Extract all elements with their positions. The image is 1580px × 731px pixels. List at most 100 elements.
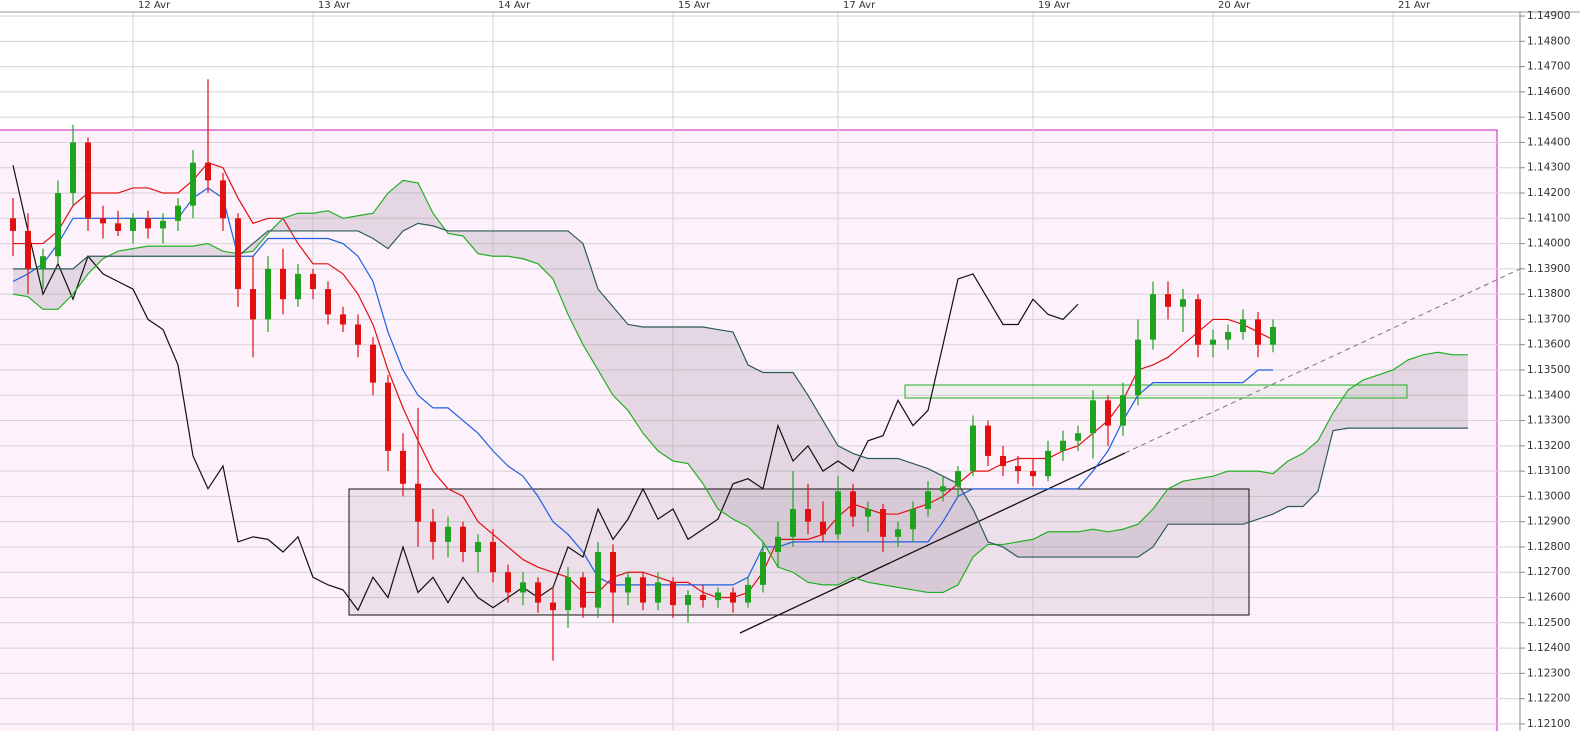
- candle-body: [550, 602, 556, 611]
- candle-body: [430, 521, 436, 542]
- candle-body: [925, 491, 931, 510]
- candle-body: [880, 509, 886, 537]
- candle-body: [775, 536, 781, 553]
- candle-body: [1105, 400, 1111, 426]
- candle-body: [610, 552, 616, 593]
- candle-body: [895, 529, 901, 537]
- candle-body: [160, 220, 166, 229]
- x-tick-label: 17 Avr: [843, 0, 876, 11]
- range-box: [348, 488, 1250, 616]
- candle-body: [490, 541, 496, 573]
- candle-body: [235, 218, 241, 290]
- y-tick-label: 1.14500: [1527, 111, 1570, 123]
- candle-body: [205, 162, 211, 181]
- candle-body: [685, 594, 691, 606]
- candle-body: [955, 471, 961, 487]
- candle-body: [520, 582, 526, 593]
- indicator-line: [13, 222, 1468, 558]
- x-tick-label: 13 Avr: [318, 0, 351, 11]
- candle-body: [10, 218, 16, 231]
- y-tick-label: 1.13600: [1527, 339, 1570, 351]
- candle-body: [100, 218, 106, 224]
- candle-body: [1255, 319, 1261, 345]
- trend-line: [739, 452, 1126, 634]
- candle-body: [280, 268, 286, 300]
- candle-body: [355, 324, 361, 345]
- candle-body: [85, 142, 91, 219]
- x-tick-label: 12 Avr: [138, 0, 171, 11]
- y-tick-label: 1.13500: [1527, 364, 1570, 376]
- candle-body: [580, 577, 586, 608]
- candle-body: [970, 425, 976, 472]
- candle-body: [805, 509, 811, 522]
- y-tick-label: 1.14900: [1527, 10, 1570, 22]
- candle-body: [115, 223, 121, 231]
- candle-body: [505, 572, 511, 593]
- candle-body: [70, 142, 76, 194]
- indicator-line: [12, 179, 1468, 594]
- candle-body: [1120, 395, 1126, 426]
- candle-body: [130, 218, 136, 231]
- y-tick-label: 1.12400: [1527, 642, 1570, 654]
- candle-layer: [10, 79, 1276, 661]
- candle-body: [1075, 433, 1081, 441]
- y-tick-label: 1.12700: [1527, 566, 1570, 578]
- y-tick-label: 1.12100: [1527, 718, 1570, 730]
- candle-body: [1135, 339, 1141, 396]
- y-tick-label: 1.12800: [1527, 541, 1570, 553]
- resistance-box: [904, 384, 1408, 399]
- y-tick-label: 1.13000: [1527, 490, 1570, 502]
- candle-body: [385, 382, 391, 451]
- candle-body: [1000, 455, 1006, 467]
- candle-body: [1195, 299, 1201, 345]
- y-tick-label: 1.13200: [1527, 440, 1570, 452]
- candle-body: [40, 256, 46, 269]
- y-tick-label: 1.14600: [1527, 86, 1570, 98]
- candle-body: [475, 541, 481, 553]
- candle-body: [1225, 332, 1231, 340]
- candle-body: [1045, 450, 1051, 477]
- candle-body: [1180, 299, 1186, 307]
- candle-body: [565, 577, 571, 611]
- x-tick-label: 19 Avr: [1038, 0, 1071, 11]
- candle-body: [1240, 319, 1246, 333]
- candle-body: [1150, 294, 1156, 340]
- y-tick-label: 1.14000: [1527, 238, 1570, 250]
- candle-body: [370, 344, 376, 383]
- candle-body: [190, 162, 196, 206]
- trend-projection: [1124, 267, 1523, 454]
- candle-body: [640, 577, 646, 603]
- candle-body: [265, 268, 271, 320]
- candle-body: [55, 193, 61, 257]
- candle-body: [865, 509, 871, 517]
- candle-body: [340, 314, 346, 325]
- y-tick-label: 1.13800: [1527, 288, 1570, 300]
- y-tick-label: 1.14300: [1527, 162, 1570, 174]
- indicator-line: [12, 165, 1079, 612]
- candle-body: [310, 273, 316, 290]
- candle-body: [985, 425, 991, 456]
- y-tick-label: 1.12200: [1527, 693, 1570, 705]
- y-tick-label: 1.14400: [1527, 136, 1570, 148]
- candle-body: [730, 592, 736, 603]
- y-tick-label: 1.14700: [1527, 61, 1570, 73]
- candle-body: [1270, 327, 1276, 345]
- ichimoku-cloud: [13, 180, 1468, 593]
- y-tick-label: 1.13900: [1527, 263, 1570, 275]
- x-tick-label: 15 Avr: [678, 0, 711, 11]
- cloud-layer: [13, 180, 1468, 593]
- candle-body: [295, 273, 301, 300]
- y-tick-label: 1.13700: [1527, 313, 1570, 325]
- y-tick-label: 1.14100: [1527, 212, 1570, 224]
- candle-body: [400, 450, 406, 484]
- highlight-zone: [0, 129, 1498, 731]
- candle-body: [460, 526, 466, 553]
- candle-body: [145, 218, 151, 229]
- x-tick-label: 20 Avr: [1218, 0, 1251, 11]
- candle-body: [1015, 466, 1021, 472]
- candle-body: [940, 486, 946, 492]
- y-tick-label: 1.13400: [1527, 389, 1570, 401]
- candle-body: [670, 582, 676, 606]
- candle-body: [25, 230, 31, 269]
